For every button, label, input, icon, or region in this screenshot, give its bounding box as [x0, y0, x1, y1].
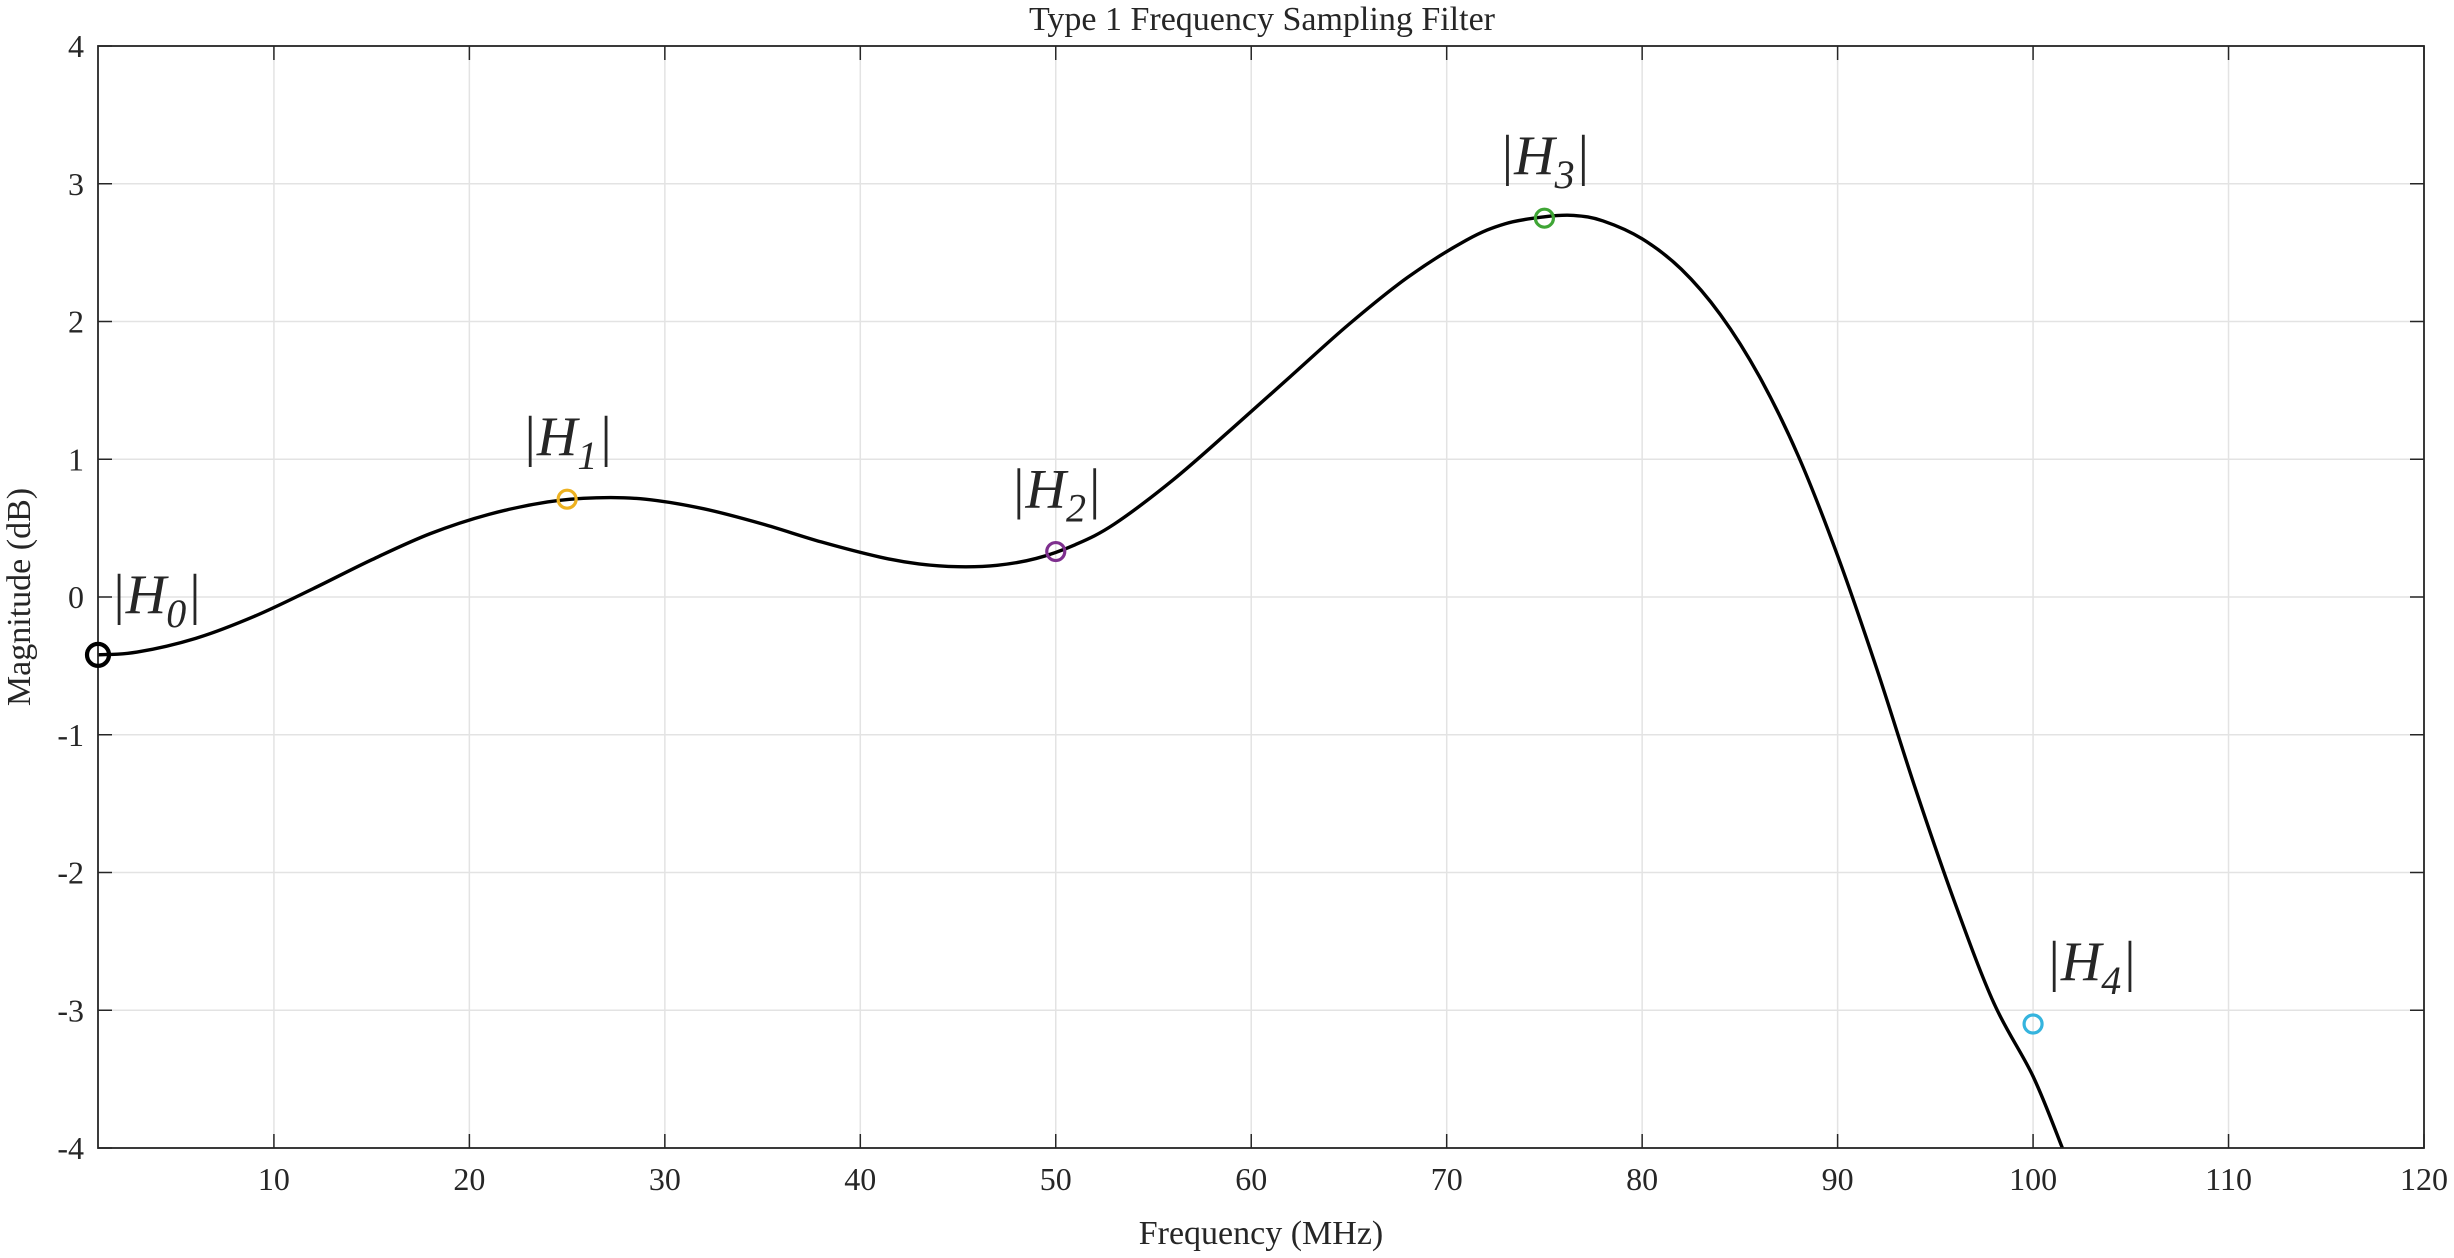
x-tick-label: 90	[1822, 1161, 1854, 1197]
x-axis-title: Frequency (MHz)	[1139, 1215, 1384, 1252]
sample-point-label-h3: |H3|	[1499, 125, 1590, 197]
sample-point-label-h2: |H2|	[1010, 459, 1101, 531]
point-label-main: |H	[2045, 931, 2103, 993]
x-tick-label: 30	[649, 1161, 681, 1197]
x-tick-label: 110	[2205, 1161, 2252, 1197]
point-label-close: |	[597, 406, 612, 468]
chart-title: Type 1 Frequency Sampling Filter	[1029, 1, 1496, 38]
point-label-main: |H	[1010, 459, 1068, 521]
y-tick-label: 2	[68, 304, 84, 340]
x-tick-label: 80	[1626, 1161, 1658, 1197]
x-tick-label: 120	[2400, 1161, 2448, 1197]
y-tick-label: 1	[68, 441, 84, 477]
point-label-subscript: 2	[1066, 486, 1086, 531]
x-tick-labels: 10 20 30 40 50 60 70 80 90 100 110 120	[258, 1161, 2448, 1197]
y-axis-title: Magnitude (dB)	[1, 488, 38, 706]
point-label-close: |	[2121, 931, 2136, 993]
x-tick-label: 10	[258, 1161, 290, 1197]
sample-point-label-h1: |H1|	[521, 406, 612, 478]
x-tick-label: 20	[453, 1161, 485, 1197]
sample-points	[84, 207, 2044, 1035]
series-line-magnitude	[98, 213, 2064, 1148]
sample-point-h1	[556, 488, 578, 510]
sample-point-h3	[1533, 207, 1556, 229]
sample-point-labels: |H0||H1||H2||H3||H4|	[110, 125, 2136, 1003]
point-label-close: |	[1086, 459, 1101, 521]
y-tick-label: -2	[57, 855, 84, 891]
point-label-subscript: 3	[1554, 152, 1575, 197]
point-label-main: |H	[1499, 125, 1557, 187]
x-tick-label: 100	[2009, 1161, 2057, 1197]
sample-point-label-h0: |H0|	[110, 564, 201, 636]
x-tick-label: 50	[1040, 1161, 1072, 1197]
y-tick-label: 0	[68, 579, 84, 615]
plot-frame	[97, 45, 2425, 1149]
sample-point-label-h4: |H4|	[2045, 931, 2136, 1003]
point-label-subscript: 1	[577, 433, 597, 478]
y-tick-label: 4	[68, 28, 84, 64]
y-tick-label: 3	[68, 166, 84, 202]
point-label-main: |H	[110, 564, 168, 626]
point-label-close: |	[186, 564, 201, 626]
y-tick-label: -1	[57, 717, 84, 753]
x-tick-label: 70	[1431, 1161, 1463, 1197]
sample-point-h4	[2022, 1013, 2044, 1035]
y-tick-labels: -4 -3 -2 -1 0 1 2 3 4	[57, 28, 84, 1166]
sample-point-h2	[1045, 540, 1067, 563]
sample-point-h0	[84, 641, 112, 668]
point-label-close: |	[1575, 125, 1590, 187]
point-label-subscript: 4	[2101, 958, 2121, 1003]
y-tick-label: -3	[57, 992, 84, 1028]
point-label-main: |H	[521, 406, 579, 468]
x-tick-label: 60	[1235, 1161, 1267, 1197]
x-tick-label: 40	[844, 1161, 876, 1197]
point-label-subscript: 0	[166, 591, 186, 636]
y-tick-label: -4	[57, 1130, 84, 1166]
